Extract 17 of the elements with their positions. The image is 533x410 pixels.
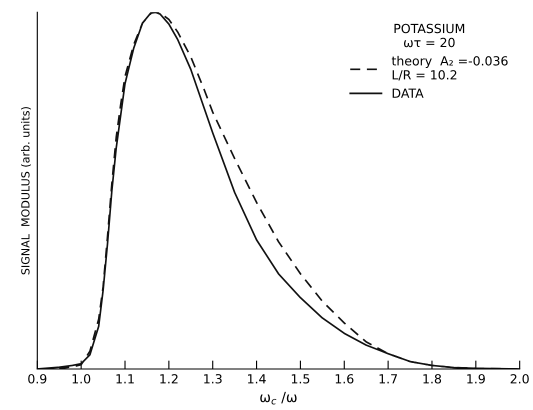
x-tick-label: 0.9: [28, 374, 46, 384]
x-tick-label: 2.0: [510, 374, 529, 384]
x-tick-label: 1.6: [336, 374, 354, 384]
x-tick-label: 1.8: [423, 374, 442, 384]
x-tick-label: 1.2: [160, 374, 178, 384]
x-tick-label: 1.3: [204, 374, 222, 384]
x-tick-label: 1.5: [292, 374, 310, 384]
x-tick-label: 1.0: [72, 374, 90, 384]
y-axis-title: SIGNAL MODULUS (arb. units): [21, 107, 31, 274]
x-tick-label: 1.4: [248, 374, 266, 384]
legend-label: theory A₂ =-0.036 L/R = 10.2: [392, 56, 508, 81]
x-tick-label: 1.7: [380, 374, 397, 384]
x-tick-label: 1.9: [467, 374, 485, 384]
legend-title: POTASSIUM ωτ = 20: [394, 24, 464, 48]
legend-label: DATA: [392, 88, 424, 98]
x-tick-label: 1.1: [116, 374, 134, 384]
x-axis-title: ω$_{c}$ /ω: [260, 392, 297, 404]
